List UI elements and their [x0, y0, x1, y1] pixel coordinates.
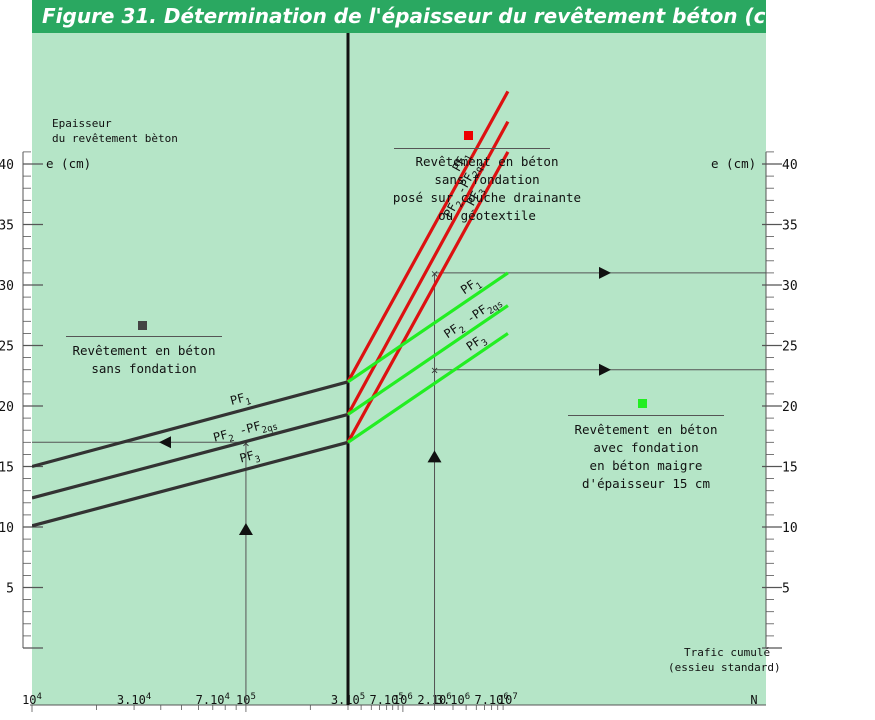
y-tick-label-left: 15	[0, 461, 14, 476]
arrow-right-1	[599, 266, 611, 279]
series-red-3	[346, 90, 510, 383]
legend-red-line3: posé sur couche drainante	[392, 190, 582, 205]
x-tick-label: 7.104	[196, 692, 230, 707]
series-red-4	[346, 120, 510, 416]
legend-red-marker	[464, 131, 473, 140]
arrow-left-1	[159, 436, 171, 449]
legend-green-line2: avec fondation	[593, 440, 699, 455]
y-tick-label-right: 30	[782, 279, 798, 294]
y-unit-left: e (cm)	[46, 156, 92, 171]
x-axis-title-line1: Trafic cumulé	[684, 646, 771, 659]
y-unit-right: e (cm)	[711, 156, 757, 171]
x-tick-label: 104	[22, 692, 42, 707]
y-tick-label-left: 35	[0, 219, 14, 234]
legend-red-line1: Revêtement en béton	[415, 154, 559, 169]
legend-green-rule	[568, 415, 724, 416]
x-tick-label: 3.105	[331, 692, 365, 707]
legend-dark-marker	[138, 321, 147, 330]
legend-red-line4: ou géotextile	[438, 208, 536, 223]
series-label-dark-1: PF2 -PF2qs	[212, 414, 279, 448]
legend-green-line1: Revêtement en béton	[574, 422, 718, 437]
x-tick-label: 7.106	[474, 692, 508, 707]
legend-green-marker	[638, 399, 647, 408]
arrow-right-2	[599, 363, 611, 376]
y-axis-title-line2: du revêtement bèton	[52, 132, 178, 145]
title-bar: Figure 31. Détermination de l'épaisseur …	[32, 0, 766, 33]
y-tick-label-left: 10	[0, 521, 14, 536]
legend-dark-line1: Revêtement en béton	[72, 343, 216, 358]
x-axis-title-line2: (essieu standard)	[668, 661, 781, 674]
y-tick-label-right: 20	[782, 400, 798, 415]
series-green-6	[347, 271, 509, 384]
series-label-dark-2: PF3	[238, 447, 262, 469]
legend-green-line3: en béton maigre	[589, 458, 703, 473]
x-end-label: N	[750, 693, 757, 707]
series-label-red-0: PF1	[449, 150, 474, 176]
y-tick-label-right: 5	[782, 582, 790, 597]
x-tick-label: 2.106	[417, 692, 451, 707]
legend-green-line4: d'épaisseur 15 cm	[582, 476, 710, 491]
arrow-up-1	[238, 523, 253, 535]
y-tick-label-right: 40	[782, 158, 798, 173]
series-red-5	[346, 151, 510, 444]
legend-dark-line2: sans fondation	[91, 361, 197, 376]
legend-dark-rule	[66, 336, 222, 337]
y-tick-label-left: 40	[0, 158, 14, 173]
arrow-up-2	[427, 450, 442, 463]
guide-cross: ×	[242, 438, 250, 449]
x-tick-label: 106	[393, 692, 413, 707]
x-tick-label: 7.105	[369, 692, 403, 707]
series-label-red-2: PF3	[464, 184, 489, 210]
plot-area	[32, 33, 766, 705]
series-label-green-2: PF3	[464, 331, 491, 357]
legend-red-rule	[394, 148, 550, 149]
series-label-green-0: PF1	[458, 274, 485, 300]
x-tick-label: 3.106	[436, 692, 470, 707]
y-tick-label-left: 5	[6, 582, 14, 597]
x-tick-label: 105	[236, 692, 256, 707]
series-label-dark-0: PF1	[229, 389, 253, 412]
guide-cross: ×	[430, 269, 438, 280]
y-tick-label-right: 35	[782, 219, 798, 234]
series-green-7	[347, 304, 509, 416]
y-tick-label-right: 25	[782, 340, 798, 355]
figure-title: Figure 31. Détermination de l'épaisseur …	[42, 4, 766, 28]
legend-red-line2: sans fondation	[434, 172, 540, 187]
x-tick-label: 107	[498, 692, 518, 707]
series-dark-1	[32, 412, 349, 500]
guide-cross: ×	[430, 366, 438, 377]
y-tick-label-left: 20	[0, 400, 14, 415]
y-tick-label-left: 30	[0, 279, 14, 294]
y-axis-title-line1: Epaisseur	[52, 117, 112, 130]
series-dark-0	[32, 380, 349, 469]
y-tick-label-left: 25	[0, 340, 14, 355]
series-green-8	[347, 332, 509, 444]
y-tick-label-right: 15	[782, 461, 798, 476]
series-dark-2	[32, 440, 349, 528]
y-tick-label-right: 10	[782, 521, 798, 536]
x-tick-label: 3.104	[117, 692, 151, 707]
